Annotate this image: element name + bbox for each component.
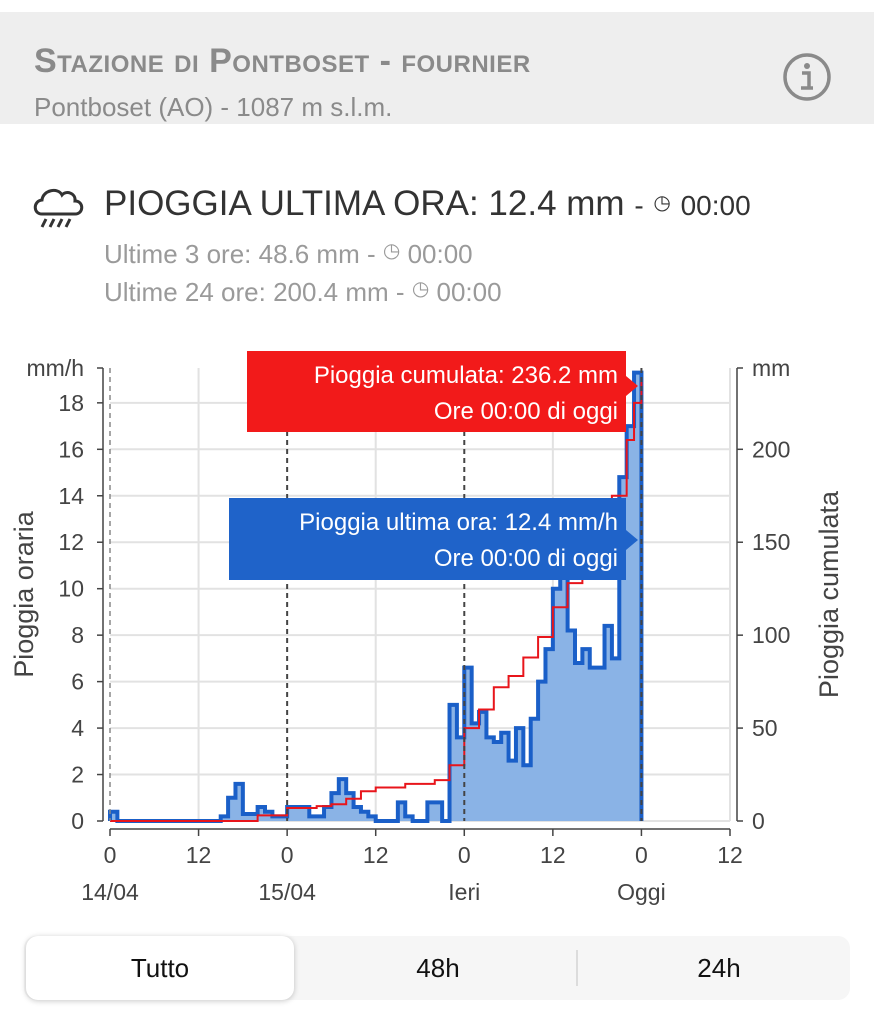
clock-icon: ◷ (411, 278, 430, 300)
y-left-tick-label: 18 (58, 390, 84, 416)
x-date-label: 15/04 (258, 879, 316, 905)
range-selector: Tutto 48h 24h (24, 936, 850, 1000)
station-title: Stazione di Pontboset - fournier (34, 42, 531, 80)
x-tick-label: 12 (363, 842, 389, 868)
station-subtitle: Pontboset (AO) - 1087 m s.l.m. (34, 92, 393, 122)
y-left-tick-label: 12 (58, 529, 84, 555)
segment-divider (576, 950, 578, 986)
y-right-unit: mm (752, 355, 790, 381)
rain-last-hour-label: PIOGGIA ULTIMA ORA: 12.4 mm (104, 184, 625, 223)
separator: - (395, 277, 405, 307)
range-button-tutto[interactable]: Tutto (26, 936, 294, 1000)
y-left-tick-label: 10 (58, 576, 84, 602)
range-button-48h[interactable]: 48h (416, 953, 460, 983)
tooltip-hourly-line1: Pioggia ultima ora: 12.4 mm/h (299, 509, 618, 536)
range-button-24h[interactable]: 24h (697, 953, 741, 983)
x-tick-label: 0 (281, 842, 294, 868)
info-icon[interactable] (782, 52, 832, 102)
y-left-unit: mm/h (27, 355, 85, 381)
rain-last-hour-time: 00:00 (680, 190, 751, 221)
rain-last-3h: Ultime 3 ore: 48.6 mm - ◷ 00:00 (104, 238, 473, 270)
y-left-tick-label: 8 (71, 622, 84, 648)
rain-chart[interactable]: 0 2 4 6 8 10 12 14 16 18 mm/h 0 50 100 150 200 mm 0 12 0 12 0… (0, 340, 874, 930)
x-date-label: Oggi (617, 879, 666, 905)
y-left-tick-label: 6 (71, 669, 84, 695)
y-left-tick-label: 16 (58, 436, 84, 462)
y-right-tick-label: 100 (752, 622, 790, 648)
x-tick-label: 12 (540, 842, 566, 868)
y-left-tick-label: 2 (71, 762, 84, 788)
rain-last-3h-time: 00:00 (407, 239, 473, 269)
x-tick-label: 0 (635, 842, 648, 868)
y-left-tick-label: 0 (71, 808, 84, 834)
y-right-tick-label: 50 (752, 715, 778, 741)
y-left-tick-label: 14 (58, 483, 84, 509)
y-left-title: Pioggia oraria (9, 510, 39, 678)
tooltip-hourly-box (229, 498, 638, 580)
y-right-title: Pioggia cumulata (814, 490, 844, 698)
hourly-rain-area (110, 372, 642, 821)
separator: - (366, 239, 376, 269)
rain-last-24h: Ultime 24 ore: 200.4 mm - ◷ 00:00 (104, 276, 502, 308)
tooltip-cumulative-line2: Ore 00:00 di oggi (434, 398, 618, 425)
x-tick-label: 12 (717, 842, 743, 868)
x-date-label: 14/04 (81, 879, 139, 905)
x-tick-label: 0 (458, 842, 471, 868)
cloud-rain-icon (33, 188, 84, 228)
separator: - (634, 190, 644, 221)
x-tick-label: 0 (104, 842, 117, 868)
tooltip-cumulative-line1: Pioggia cumulata: 236.2 mm (314, 362, 618, 389)
rain-last-3h-label: Ultime 3 ore: 48.6 mm (104, 239, 360, 269)
rain-last-24h-label: Ultime 24 ore: 200.4 mm (104, 277, 389, 307)
x-tick-label: 12 (186, 842, 212, 868)
y-right-tick-label: 0 (752, 808, 765, 834)
y-right-tick-label: 150 (752, 529, 790, 555)
station-header: Stazione di Pontboset - fournier Pontbos… (0, 12, 874, 124)
y-right-tick-label: 200 (752, 436, 790, 462)
rain-last-24h-time: 00:00 (436, 277, 502, 307)
x-date-label: Ieri (448, 879, 480, 905)
clock-icon: ◷ (653, 192, 671, 214)
rain-last-hour: PIOGGIA ULTIMA ORA: 12.4 mm - ◷ 00:00 (104, 184, 751, 224)
y-left-tick-label: 4 (71, 715, 84, 741)
tooltip-cumulative-box (247, 351, 638, 432)
clock-icon: ◷ (382, 240, 401, 262)
tooltip-hourly-line2: Ore 00:00 di oggi (434, 545, 618, 572)
